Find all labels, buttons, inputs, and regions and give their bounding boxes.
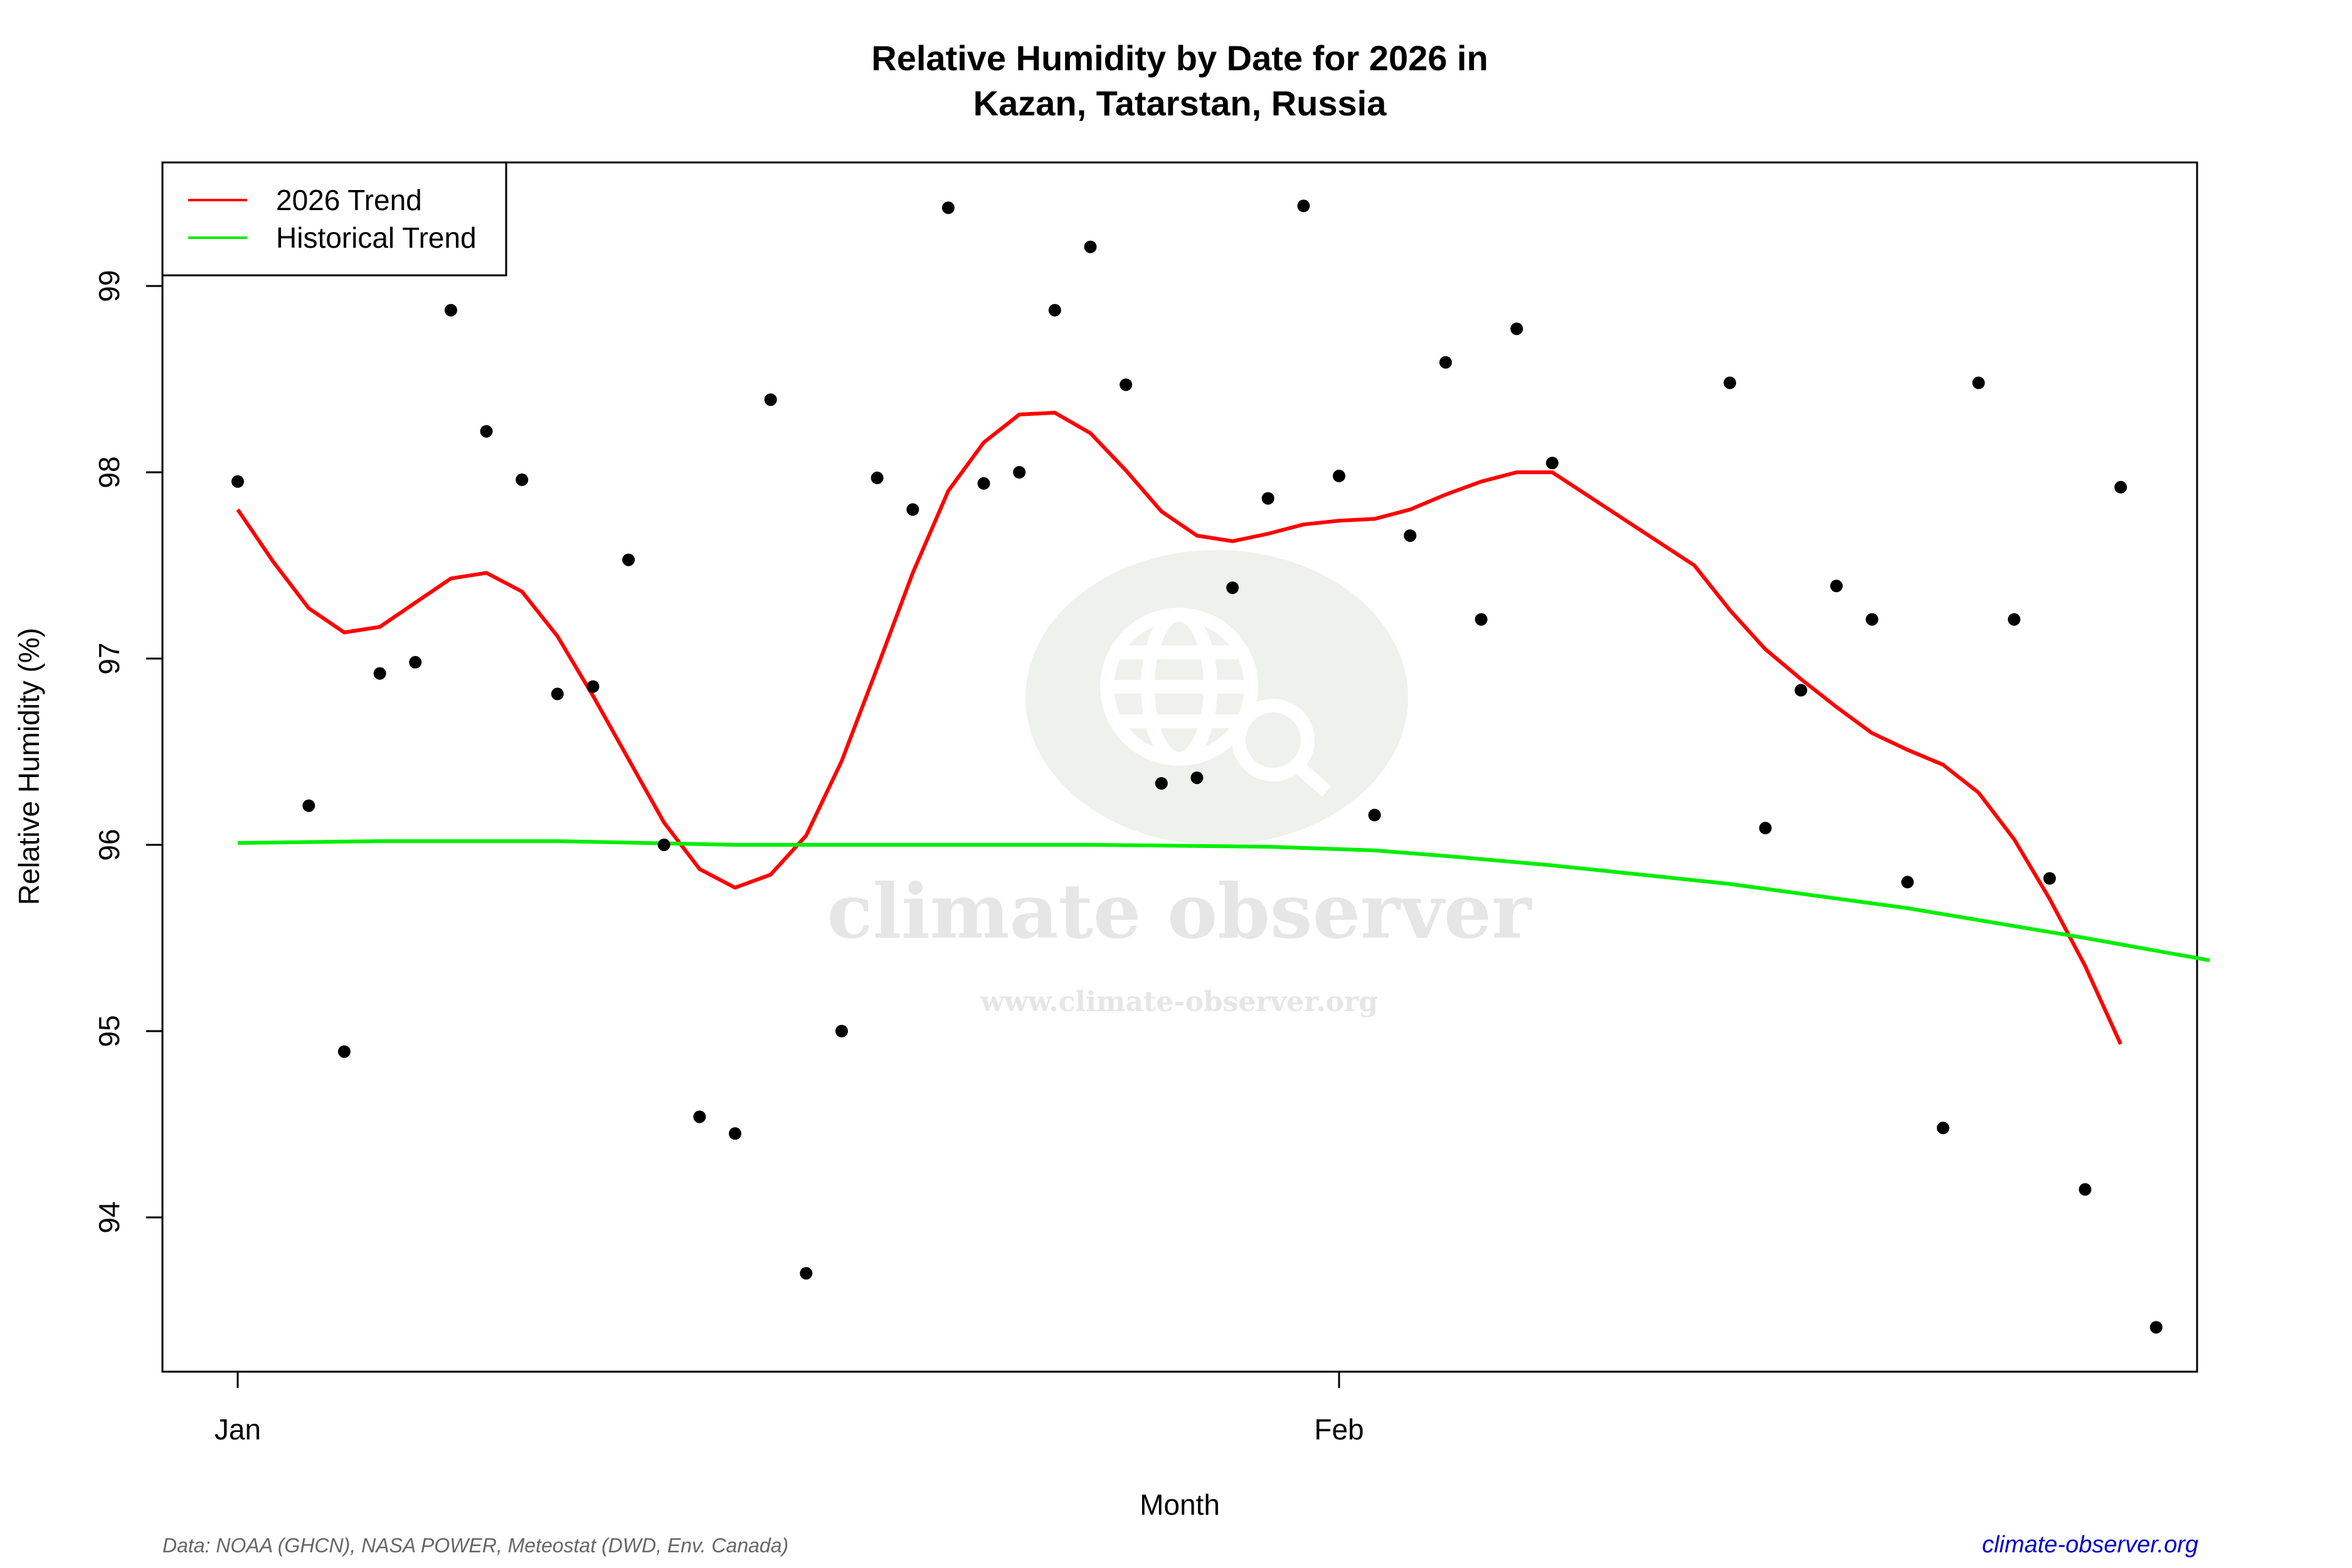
- data-point: [1865, 613, 1878, 626]
- data-point: [1475, 613, 1488, 626]
- legend-label-historical: Historical Trend: [276, 221, 477, 254]
- data-point: [871, 471, 884, 484]
- data-point: [1794, 684, 1808, 697]
- data-point: [764, 393, 777, 406]
- data-point: [1972, 376, 1985, 389]
- trend-line-2026: [236, 411, 2122, 1046]
- data-point: [231, 475, 244, 488]
- data-point: [2079, 1183, 2092, 1196]
- legend: 2026 Trend Historical Trend: [161, 161, 507, 277]
- y-tick-label: 94: [93, 1201, 125, 1233]
- data-point: [1261, 492, 1274, 505]
- data-point: [2008, 613, 2021, 626]
- data-point: [693, 1110, 706, 1123]
- data-point: [729, 1127, 741, 1140]
- x-tick-jan: Jan: [215, 1413, 261, 1446]
- y-tick-label: 97: [93, 642, 125, 674]
- data-point: [1333, 469, 1345, 482]
- data-point: [1545, 457, 1559, 470]
- data-point: [1901, 876, 1914, 889]
- data-point: [1297, 199, 1310, 213]
- data-point: [2043, 872, 2056, 885]
- data-point: [1759, 822, 1772, 835]
- y-tick-label: 96: [93, 829, 125, 861]
- y-tick-label: 99: [93, 270, 125, 302]
- data-point: [1190, 771, 1204, 785]
- data-source-note: Data: NOAA (GHCN), NASA POWER, Meteostat…: [162, 1534, 788, 1557]
- data-point: [1013, 466, 1026, 479]
- data-point: [622, 553, 635, 566]
- watermark: climate observer www.climate-observer.or…: [827, 550, 1533, 1018]
- x-tick-feb: Feb: [1314, 1413, 1364, 1446]
- data-point: [1120, 378, 1133, 391]
- data-point: [586, 680, 600, 693]
- data-point: [1155, 777, 1168, 790]
- trend-line-historical: [237, 839, 2210, 963]
- data-point: [1937, 1121, 1949, 1135]
- globe-search-icon: [1100, 608, 1332, 797]
- data-point: [1830, 580, 1843, 593]
- data-point: [1368, 808, 1381, 822]
- watermark-name: climate observer: [827, 867, 1533, 956]
- data-point: [373, 667, 386, 680]
- data-point: [800, 1267, 813, 1280]
- data-point: [1724, 376, 1737, 389]
- data-point: [551, 687, 564, 701]
- site-link[interactable]: climate-observer.org: [1982, 1532, 2198, 1558]
- x-axis-label: Month: [1140, 1488, 1220, 1521]
- data-point: [1439, 356, 1452, 369]
- data-point: [516, 473, 529, 486]
- data-point: [337, 1045, 351, 1058]
- y-tick-label: 98: [93, 456, 125, 488]
- y-axis: 94 95 96 97 98 99: [93, 270, 164, 1234]
- data-point: [302, 799, 315, 812]
- data-point: [835, 1025, 848, 1037]
- data-point: [906, 503, 919, 516]
- chart-title: Relative Humidity by Date for 2026 in: [871, 38, 1488, 78]
- data-point: [941, 201, 955, 215]
- data-point: [480, 425, 493, 438]
- data-point: [977, 477, 990, 490]
- y-tick-label: 95: [93, 1015, 125, 1047]
- data-point: [1404, 529, 1417, 542]
- data-point: [2114, 480, 2127, 494]
- x-axis: Jan Feb: [215, 1370, 1364, 1446]
- data-point: [657, 839, 670, 851]
- data-point: [409, 655, 422, 669]
- chart-subtitle: Kazan, Tatarstan, Russia: [973, 83, 1387, 123]
- watermark-url: www.climate-observer.org: [980, 986, 1378, 1018]
- legend-label-2026: 2026 Trend: [276, 184, 422, 216]
- data-point: [1084, 240, 1097, 253]
- data-point: [1226, 581, 1239, 595]
- data-point: [2149, 1321, 2163, 1334]
- y-axis-label: Relative Humidity (%): [13, 628, 45, 905]
- data-point: [1510, 322, 1523, 336]
- data-point: [1048, 304, 1061, 317]
- data-point: [444, 304, 457, 317]
